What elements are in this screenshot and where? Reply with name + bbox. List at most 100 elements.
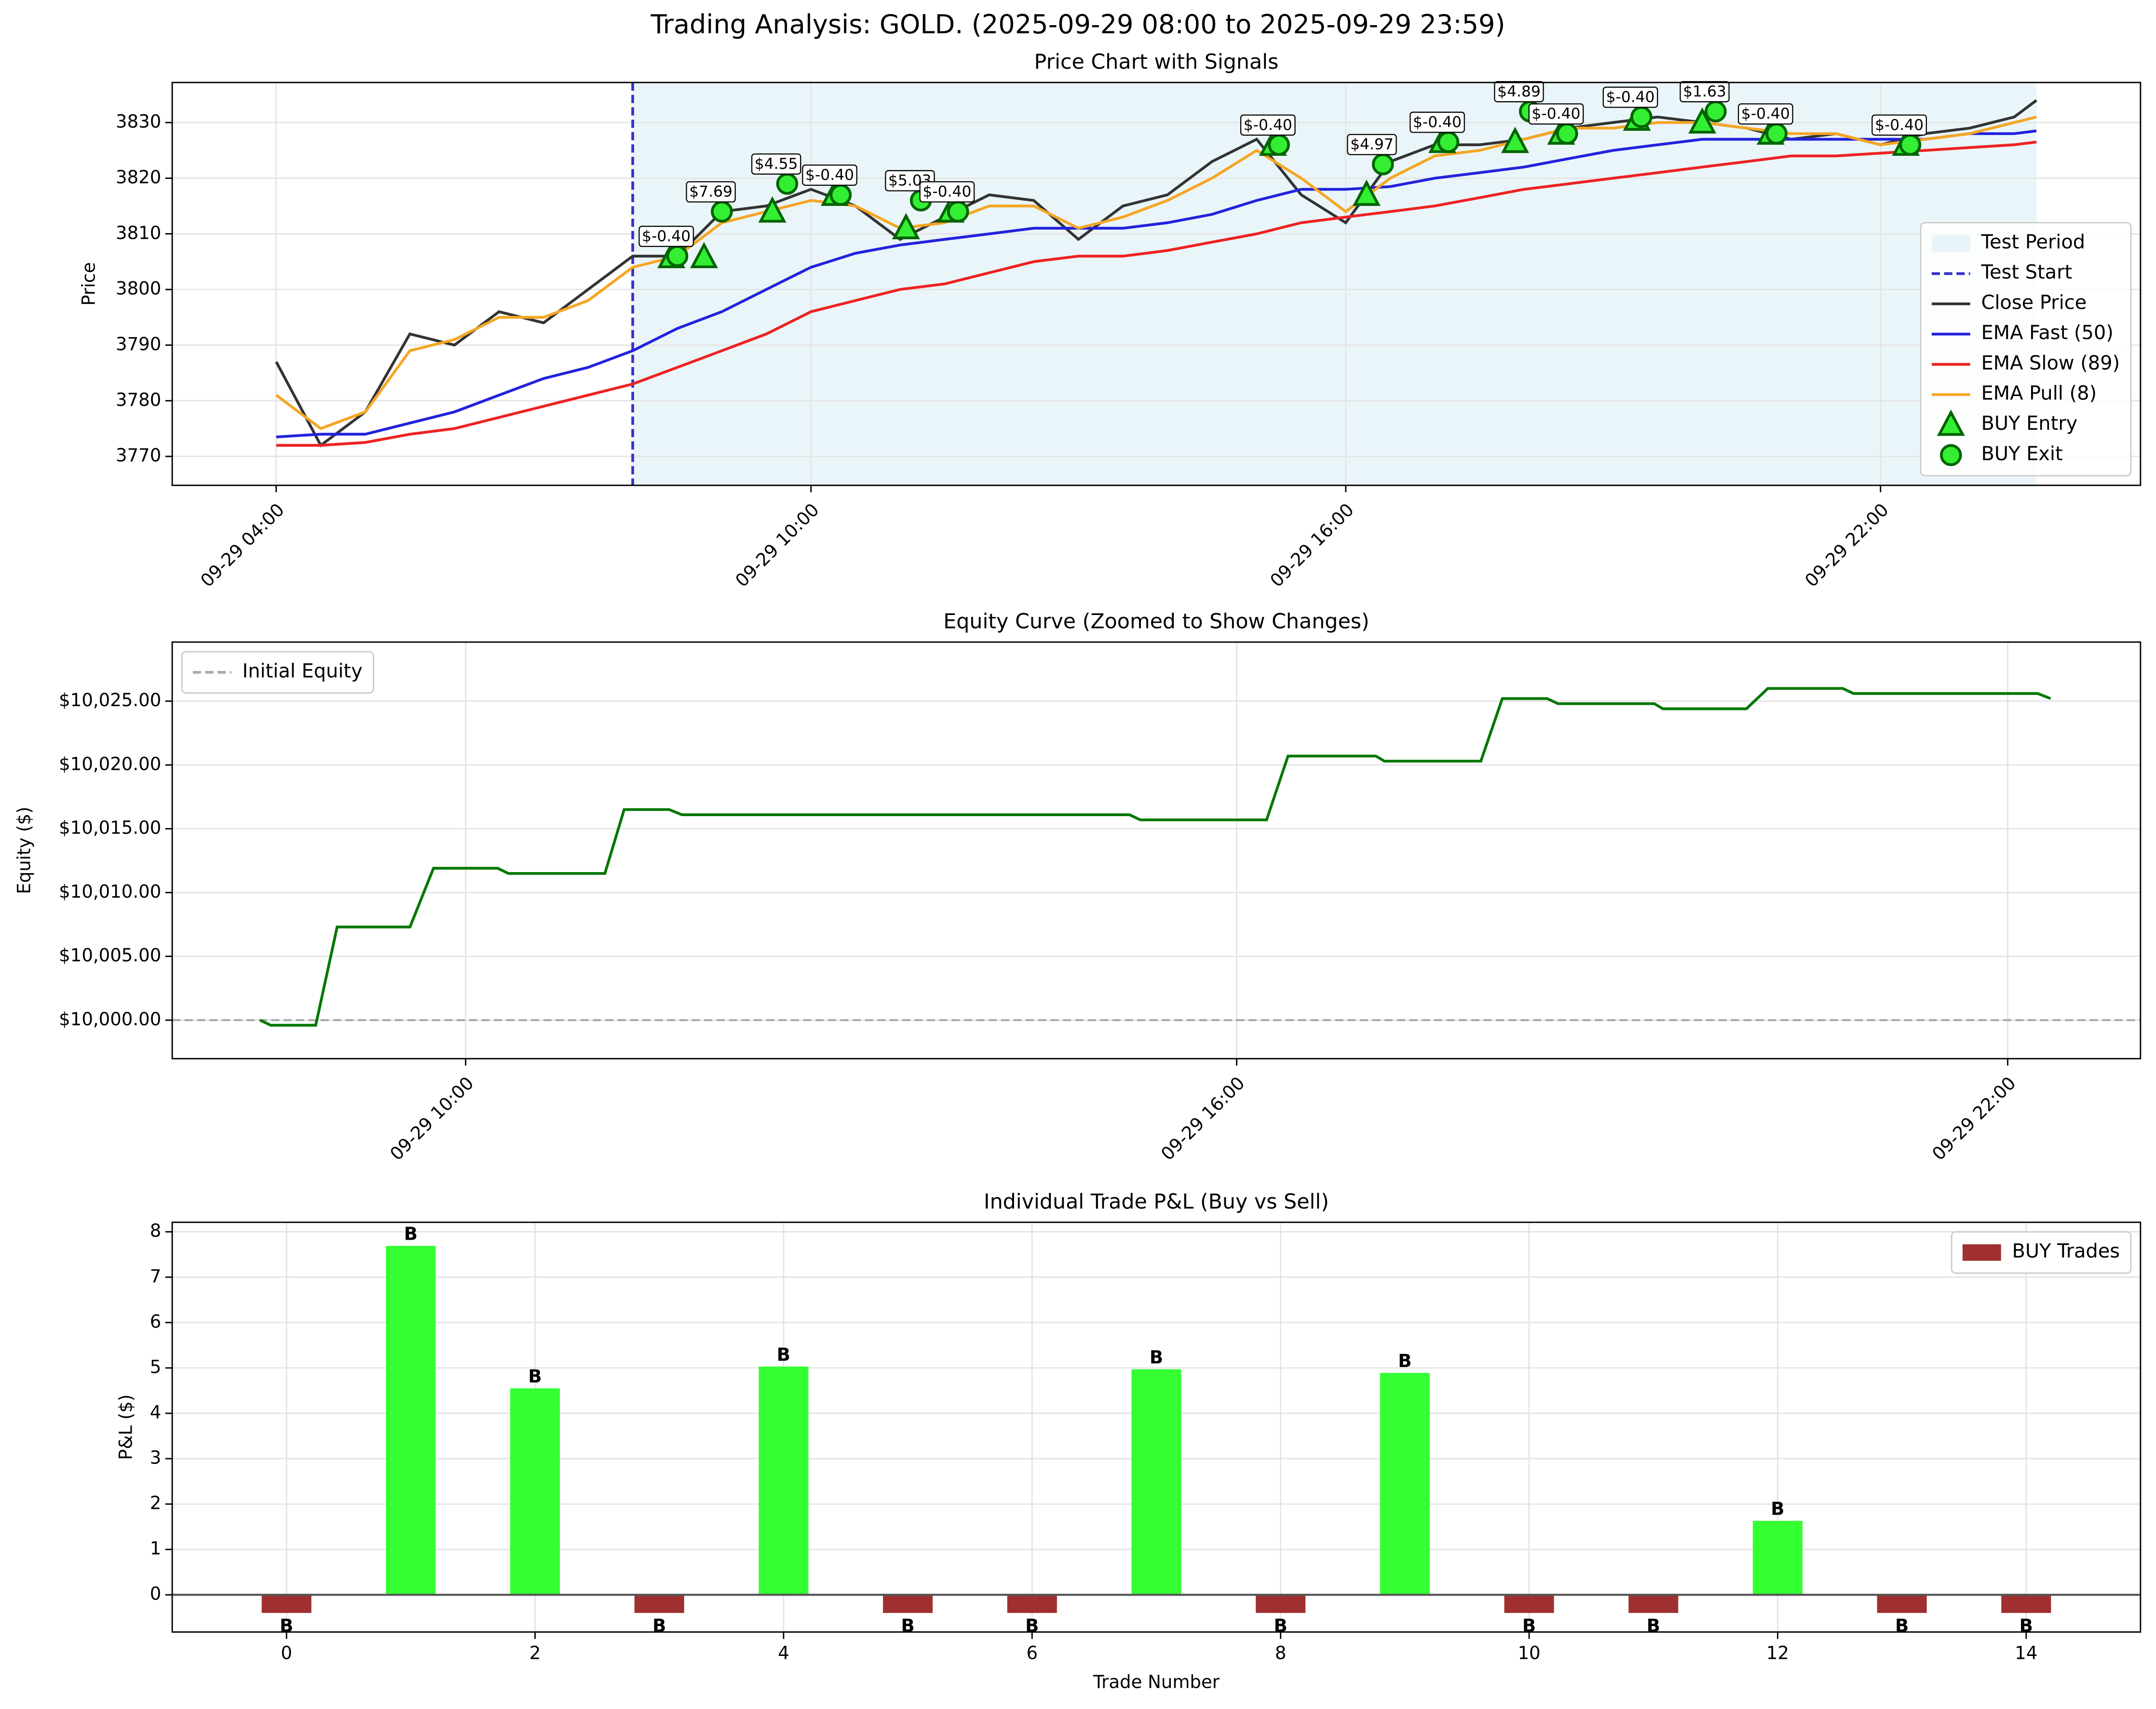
pnl-label: $-0.40 xyxy=(805,166,854,184)
y-tick-label: 3780 xyxy=(116,389,161,410)
pnl-label: $-0.40 xyxy=(1741,105,1790,123)
pnl-label-box xyxy=(802,164,857,186)
exit-marker xyxy=(1765,123,1788,145)
y-tick-label: 0 xyxy=(150,1584,162,1604)
pnl-label-box xyxy=(1347,134,1397,155)
bar xyxy=(1504,1595,1554,1613)
bar-label: B xyxy=(528,1366,542,1387)
legend-label: EMA Pull (8) xyxy=(1981,383,2097,405)
y-tick-label: 3830 xyxy=(116,111,161,132)
y-tick-label: 3820 xyxy=(116,167,161,188)
exit-marker xyxy=(1704,100,1727,123)
y-tick-label: $10,010.00 xyxy=(59,881,161,902)
bar-label: B xyxy=(1025,1615,1039,1636)
pnl-label-box xyxy=(1528,103,1584,125)
legend-label: EMA Slow (89) xyxy=(1981,352,2120,374)
y-tick-label: 5 xyxy=(150,1356,162,1377)
y-axis-label: Price xyxy=(79,262,99,305)
chart-title: Price Chart with Signals xyxy=(1034,50,1279,74)
x-tick-label: 09-29 22:00 xyxy=(1801,499,1893,591)
pnl-label: $-0.40 xyxy=(1413,114,1462,131)
x-axis-label: Trade Number xyxy=(1093,1671,1220,1692)
bar xyxy=(261,1595,312,1613)
plot-frame xyxy=(171,641,2142,1060)
exit-marker xyxy=(1437,131,1460,153)
legend-swatch xyxy=(1962,1244,2001,1261)
pnl-label: $4.89 xyxy=(1497,83,1541,100)
bar xyxy=(510,1388,560,1595)
bar xyxy=(634,1595,684,1613)
exit-marker xyxy=(711,200,733,223)
exit-marker xyxy=(1630,106,1653,128)
bar xyxy=(1007,1595,1057,1613)
y-tick-label: $10,025.00 xyxy=(59,690,161,711)
pnl-label: $4.97 xyxy=(1350,136,1394,153)
pnl-label-box xyxy=(1737,103,1793,125)
exit-marker xyxy=(1899,134,1922,156)
pnl-label-box xyxy=(1240,114,1296,136)
x-tick-label: 09-29 16:00 xyxy=(1157,1073,1248,1164)
pnl-label-box xyxy=(919,181,975,203)
y-tick-label: 6 xyxy=(150,1311,162,1332)
pnl-label: $-0.40 xyxy=(1532,105,1580,123)
pnl-label-box xyxy=(1602,86,1658,108)
bar xyxy=(1877,1595,1927,1613)
bar-label: B xyxy=(1647,1615,1660,1636)
bar xyxy=(759,1367,809,1595)
pnl-label: $1.63 xyxy=(1683,83,1726,100)
x-tick-label: 09-29 22:00 xyxy=(1928,1073,2020,1164)
x-tick-label: 6 xyxy=(1026,1642,1038,1663)
bar xyxy=(2001,1595,2051,1613)
pnl-label: $-0.40 xyxy=(1244,116,1292,134)
bar xyxy=(1752,1520,1803,1595)
bar xyxy=(1380,1373,1430,1595)
bar-label: B xyxy=(777,1344,790,1365)
exit-marker xyxy=(666,245,689,267)
x-tick-label: 14 xyxy=(2015,1642,2037,1663)
bar-label: B xyxy=(1895,1615,1909,1636)
y-tick-label: 3770 xyxy=(116,445,161,466)
legend-label: Test Start xyxy=(1980,261,2072,284)
legend-label: Test Period xyxy=(1980,231,2085,253)
legend-label: BUY Exit xyxy=(1981,443,2062,465)
x-tick-label: 09-29 04:00 xyxy=(197,499,288,591)
plot-frame xyxy=(171,1221,2142,1633)
entry-marker xyxy=(892,213,920,240)
pnl-label: $-0.40 xyxy=(1875,116,1924,134)
chart-title: Equity Curve (Zoomed to Show Changes) xyxy=(943,610,1369,634)
y-axis-label: Equity ($) xyxy=(14,807,35,894)
legend-swatch xyxy=(1931,235,1970,252)
bar-label: B xyxy=(1274,1615,1288,1636)
y-tick-label: 3800 xyxy=(116,278,161,299)
test-period xyxy=(633,82,2037,486)
x-tick-label: 09-29 10:00 xyxy=(386,1073,477,1164)
bar-label: B xyxy=(1522,1615,1536,1636)
x-tick-label: 10 xyxy=(1518,1642,1540,1663)
bar-label: B xyxy=(652,1615,666,1636)
exit-marker xyxy=(829,184,852,206)
entry-marker xyxy=(1352,179,1381,206)
bar xyxy=(1131,1369,1181,1595)
legend-swatch xyxy=(1937,410,1965,436)
figure-title: Trading Analysis: GOLD. (2025-09-29 08:0… xyxy=(651,9,1505,40)
price-line xyxy=(275,115,2037,430)
y-tick-label: 3790 xyxy=(116,334,161,355)
exit-marker xyxy=(947,200,969,223)
y-axis-label: P&L ($) xyxy=(116,1395,136,1460)
x-tick-label: 09-29 10:00 xyxy=(732,499,823,591)
chart-title: Individual Trade P&L (Buy vs Sell) xyxy=(984,1190,1329,1214)
pnl-label: $-0.40 xyxy=(642,228,691,245)
y-tick-label: 8 xyxy=(150,1220,162,1241)
pnl-label-box xyxy=(686,181,736,203)
pnl-label: $-0.40 xyxy=(1606,89,1654,106)
legend-box xyxy=(181,651,374,694)
x-tick-label: 09-29 16:00 xyxy=(1266,499,1358,591)
exit-marker xyxy=(1371,153,1394,176)
pnl-label-box xyxy=(638,226,694,247)
legend-label: BUY Trades xyxy=(2012,1240,2120,1262)
pnl-label-box xyxy=(1680,81,1730,103)
bar-label: B xyxy=(901,1615,914,1636)
entry-marker xyxy=(1688,107,1717,134)
x-tick-label: 2 xyxy=(529,1642,541,1663)
